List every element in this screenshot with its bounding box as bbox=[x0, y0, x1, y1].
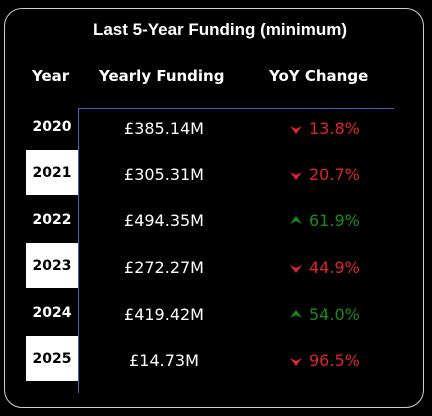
yoy-value: 96.5% bbox=[309, 351, 360, 370]
funding-value: £272.27M bbox=[124, 258, 204, 277]
header-divider bbox=[26, 108, 394, 109]
year-cell: 2024 bbox=[26, 290, 78, 335]
yoy-value: 44.9% bbox=[309, 258, 360, 277]
arrow-up-icon bbox=[290, 215, 302, 224]
year-cell: 2021 bbox=[26, 150, 78, 195]
year-column-divider bbox=[78, 109, 79, 393]
arrow-down-icon bbox=[290, 264, 302, 273]
yoy-change: 44.9% bbox=[289, 258, 360, 277]
arrow-down-icon bbox=[290, 357, 302, 366]
arrow-down-icon bbox=[290, 125, 302, 134]
card-title: Last 5-Year Funding (minimum) bbox=[92, 20, 348, 39]
header-year: Year bbox=[32, 67, 70, 85]
funding-value: £385.14M bbox=[124, 119, 204, 138]
yoy-value: 20.7% bbox=[309, 165, 360, 184]
year-cell: 2025 bbox=[26, 336, 78, 381]
yoy-change: 96.5% bbox=[289, 351, 360, 370]
funding-card: Last 5-Year Funding (minimum) Year Yearl… bbox=[4, 8, 424, 408]
yoy-value: 13.8% bbox=[309, 119, 360, 138]
funding-value: £14.73M bbox=[129, 351, 199, 370]
header-yoy-change: YoY Change bbox=[269, 67, 369, 85]
yoy-change: 61.9% bbox=[289, 211, 360, 230]
funding-value: £419.42M bbox=[124, 305, 204, 324]
yoy-change: 54.0% bbox=[289, 305, 360, 324]
arrow-up-icon bbox=[290, 309, 302, 318]
year-cell: 2022 bbox=[26, 197, 78, 242]
funding-value: £494.35M bbox=[124, 211, 204, 230]
year-cell: 2023 bbox=[26, 243, 78, 288]
year-cell: 2020 bbox=[26, 104, 78, 149]
yoy-change: 13.8% bbox=[289, 119, 360, 138]
header-yearly-funding: Yearly Funding bbox=[99, 67, 225, 85]
yoy-value: 61.9% bbox=[309, 211, 360, 230]
arrow-down-icon bbox=[290, 171, 302, 180]
yoy-change: 20.7% bbox=[289, 165, 360, 184]
yoy-value: 54.0% bbox=[309, 305, 360, 324]
funding-value: £305.31M bbox=[124, 165, 204, 184]
